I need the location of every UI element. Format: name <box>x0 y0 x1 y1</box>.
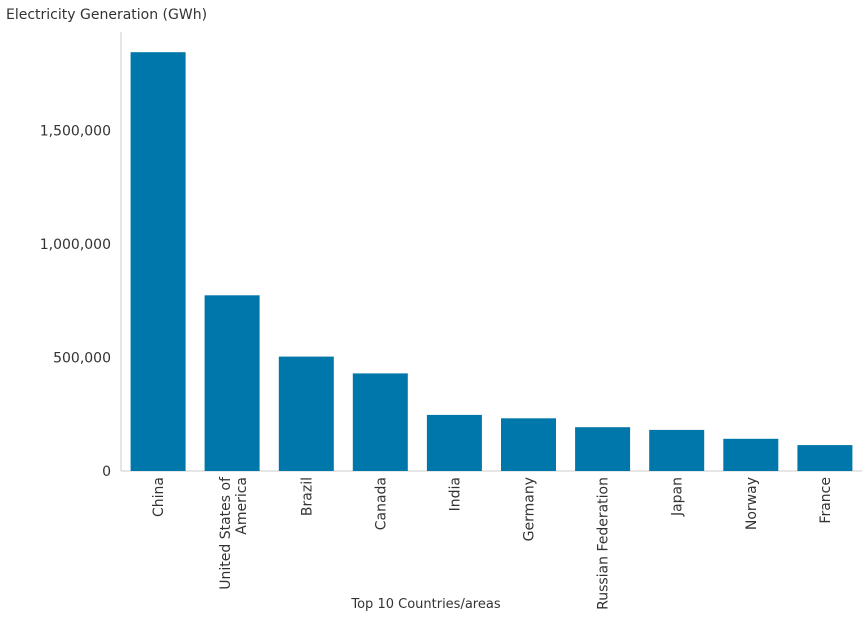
bar[interactable] <box>797 445 853 471</box>
x-tick-group: China United States ofAmerica Brazil Canada… <box>151 476 834 610</box>
bar[interactable] <box>575 427 631 471</box>
x-tick-label: Germany <box>522 477 538 541</box>
bar-group <box>130 52 853 471</box>
x-axis-title: Top 10 Countries/areas <box>350 597 500 612</box>
x-tick-label: Canada <box>373 477 389 530</box>
bar[interactable] <box>204 295 260 471</box>
bar[interactable] <box>130 52 186 471</box>
y-axis-title: Electricity Generation (GWh) <box>6 7 207 23</box>
y-tick-group: 0 500,000 1,000,000 1,500,000 <box>40 124 111 481</box>
bar[interactable] <box>278 356 334 471</box>
y-tick-label: 1,500,000 <box>40 124 111 140</box>
bar[interactable] <box>649 429 705 471</box>
bar[interactable] <box>426 414 482 471</box>
x-tick-label: India <box>447 477 463 511</box>
x-tick-label: France <box>818 477 834 524</box>
x-tick-label: Brazil <box>299 477 315 516</box>
x-tick-label: Japan <box>670 477 686 517</box>
y-tick-label: 500,000 <box>53 351 111 367</box>
y-tick-label: 1,000,000 <box>40 237 111 253</box>
x-tick-label: China <box>151 477 167 517</box>
x-tick-label: Norway <box>744 477 760 530</box>
x-tick-label: United States ofAmerica <box>218 476 250 590</box>
bar[interactable] <box>723 438 779 471</box>
bar[interactable] <box>501 418 556 471</box>
x-tick-label: Russian Federation <box>596 477 612 610</box>
y-tick-label: 0 <box>102 464 111 480</box>
bar[interactable] <box>352 373 408 471</box>
